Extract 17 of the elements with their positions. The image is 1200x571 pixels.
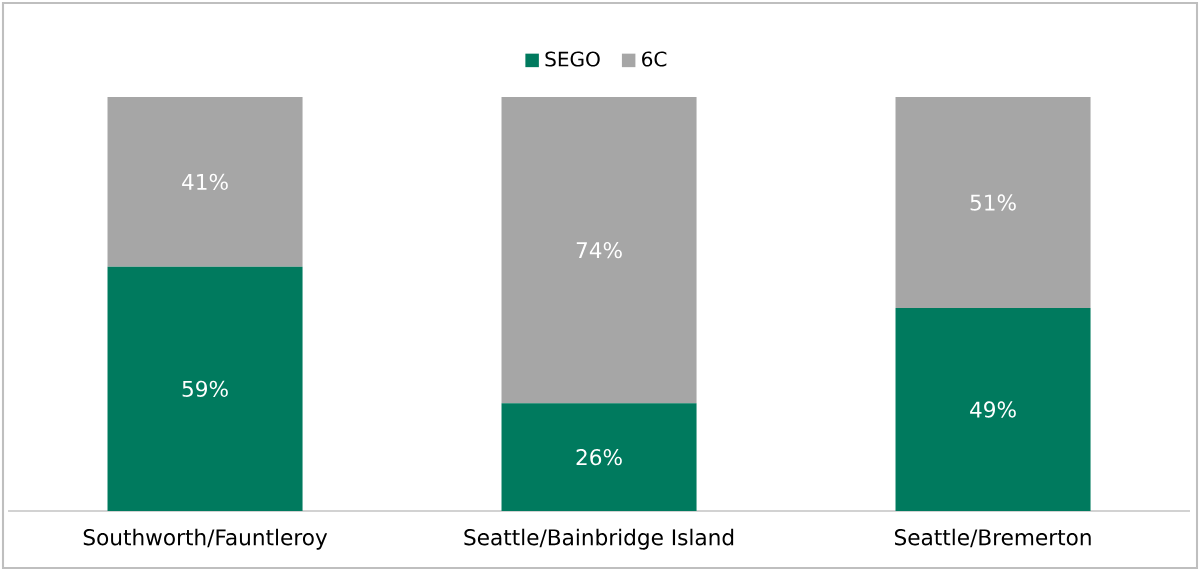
data-label: 26% — [576, 448, 622, 466]
data-label: 51% — [970, 194, 1016, 211]
bar — [501, 96, 697, 404]
bar — [107, 96, 303, 267]
x-tick-label: Seattle/Bainbridge Island — [464, 528, 734, 550]
data-label: 59% — [182, 380, 228, 398]
x-tick-label: Southworth/Fauntleroy — [83, 528, 328, 550]
bar — [895, 96, 1091, 309]
bar — [895, 308, 1091, 511]
legend-label: SEGO — [545, 51, 600, 67]
data-label: 74% — [576, 241, 622, 259]
data-label: 49% — [970, 401, 1016, 418]
bar — [501, 403, 697, 511]
legend-label: 6C — [642, 51, 667, 67]
x-tick-label: Seattle/Bremerton — [894, 528, 1091, 548]
data-label: 41% — [182, 173, 228, 191]
bar — [107, 266, 303, 511]
